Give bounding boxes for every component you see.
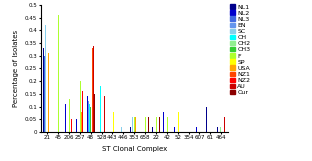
Bar	[65, 107, 66, 132]
Bar	[88, 101, 89, 132]
Bar	[69, 99, 70, 132]
Bar	[191, 91, 192, 132]
Bar	[156, 117, 157, 132]
Bar	[44, 56, 45, 132]
Legend: NL1, NL2, NL3, EN, SC, CH, CH2, CH3, F, SP, USA, NZ1, NZ2, AU, Cur: NL1, NL2, NL3, EN, SC, CH, CH2, CH3, F, …	[230, 4, 251, 96]
Bar	[178, 112, 179, 132]
Bar	[217, 127, 218, 132]
Bar	[80, 81, 81, 132]
Bar	[92, 48, 93, 132]
Bar	[94, 94, 95, 132]
Bar	[43, 48, 44, 132]
Bar	[71, 119, 72, 132]
Bar	[100, 86, 101, 132]
Bar	[87, 96, 88, 132]
Bar	[132, 117, 133, 132]
Bar	[76, 119, 77, 132]
Bar	[134, 117, 135, 132]
Y-axis label: Percentage of Isolates: Percentage of Isolates	[13, 30, 19, 107]
Bar	[58, 15, 59, 132]
Bar	[174, 127, 175, 132]
Bar	[135, 117, 136, 132]
Bar	[121, 127, 122, 132]
Bar	[82, 91, 83, 132]
Bar	[145, 117, 146, 132]
Bar	[224, 117, 225, 132]
Bar	[45, 25, 46, 132]
Bar	[89, 104, 90, 132]
Bar	[48, 53, 49, 132]
Bar	[159, 117, 160, 132]
X-axis label: ST Clonal Complex: ST Clonal Complex	[101, 146, 167, 152]
Bar	[167, 117, 168, 132]
Bar	[113, 112, 114, 132]
Bar	[196, 127, 197, 132]
Bar	[163, 112, 164, 132]
Bar	[50, 104, 51, 132]
Bar	[90, 107, 91, 132]
Bar	[93, 23, 94, 132]
Bar	[152, 127, 153, 132]
Bar	[130, 127, 131, 132]
